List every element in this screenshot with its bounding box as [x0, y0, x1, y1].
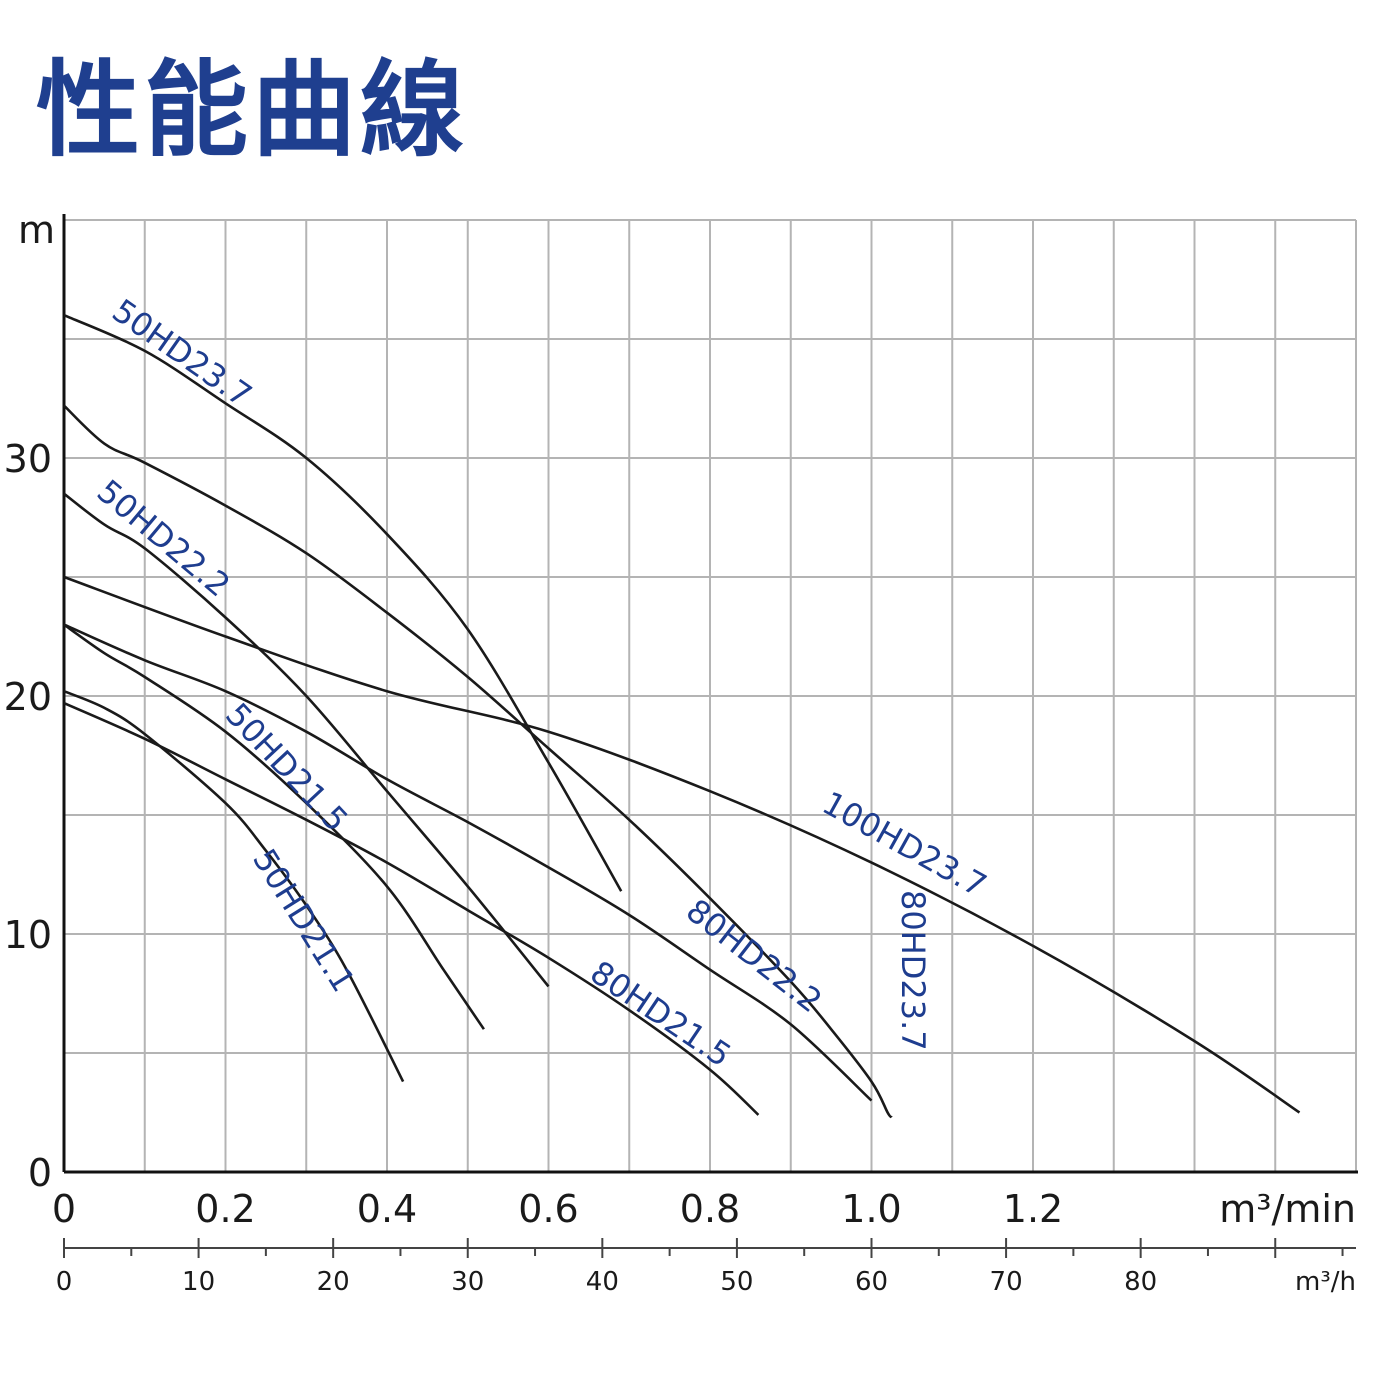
y-tick-label: 10	[4, 913, 52, 957]
series-line-50HD23.7	[63, 314, 623, 892]
series-line-80HD23.7	[63, 404, 893, 1119]
secondary-x-tick-label: 80	[1124, 1267, 1157, 1297]
series-label: 100HD23.7	[816, 784, 993, 905]
secondary-x-tick-label: 0	[56, 1267, 73, 1297]
series-line-50HD21.1	[63, 689, 405, 1083]
secondary-x-tick-label: 70	[990, 1267, 1023, 1297]
x-tick-label: 1.2	[1003, 1187, 1063, 1231]
secondary-x-tick-label: 20	[317, 1267, 350, 1297]
x-tick-label: 0.8	[680, 1187, 740, 1231]
series-line-100HD23.7	[63, 575, 1301, 1114]
secondary-x-tick-label: 10	[182, 1267, 215, 1297]
y-tick-label: 0	[28, 1151, 52, 1195]
series-label: 80HD21.5	[584, 953, 738, 1074]
secondary-x-tick-label: 60	[855, 1267, 888, 1297]
series-line-50HD22.2	[63, 492, 550, 988]
series-line-80HD21.5	[63, 701, 760, 1116]
secondary-x-tick-label: 40	[586, 1267, 619, 1297]
x-axis-label: m³/min	[1219, 1187, 1356, 1231]
secondary-x-tick-label: 30	[451, 1267, 484, 1297]
secondary-x-axis-label: m³/h	[1295, 1267, 1356, 1297]
series-line-50HD21.5	[63, 623, 485, 1030]
y-axis-label: m	[18, 208, 55, 252]
series-label: 80HD23.7	[894, 890, 932, 1051]
series-label: 50HD23.7	[105, 291, 258, 414]
secondary-x-tick-label: 50	[720, 1267, 753, 1297]
series-label: 80HD22.2	[679, 891, 829, 1020]
x-tick-label: 0.6	[518, 1187, 578, 1231]
x-tick-label: 1.0	[841, 1187, 901, 1231]
series-line-80HD22.2	[63, 623, 873, 1102]
x-tick-label: 0.4	[357, 1187, 417, 1231]
series-label: 50HD21.1	[245, 842, 362, 998]
x-tick-label: 0.2	[195, 1187, 255, 1231]
x-tick-label: 0	[52, 1187, 76, 1231]
chart-title: 性能曲線	[36, 49, 469, 171]
y-tick-label: 20	[4, 675, 52, 719]
series-label: 50HD22.2	[90, 472, 238, 604]
y-tick-label: 30	[4, 437, 52, 481]
